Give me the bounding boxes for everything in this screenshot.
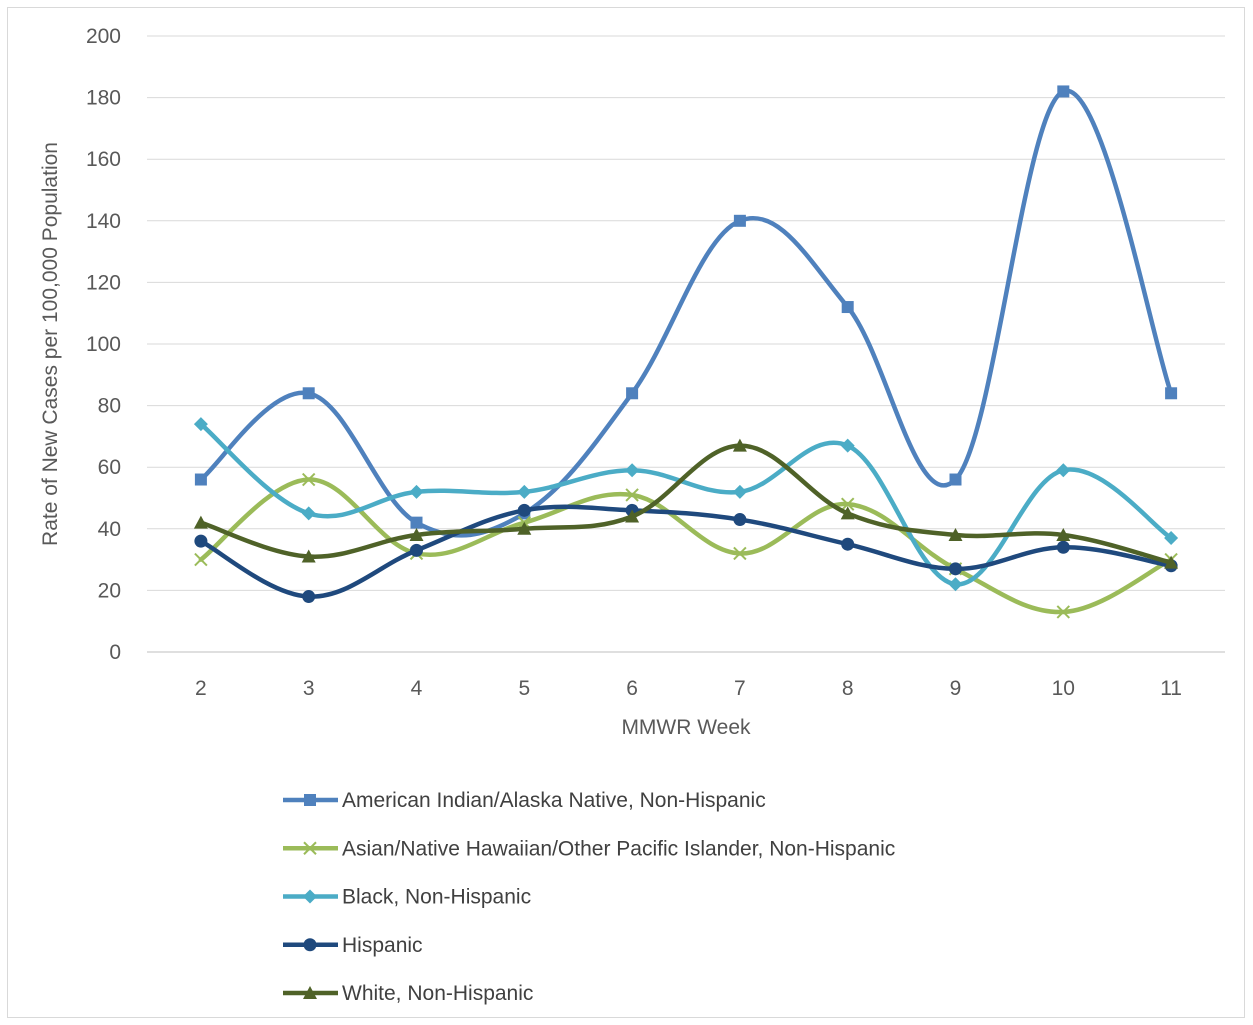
- x-tick-label: 10: [1052, 677, 1075, 700]
- data-point: [194, 473, 207, 486]
- x-tick-label: 9: [950, 677, 962, 700]
- x-tick-label: 8: [842, 677, 854, 700]
- y-tick-label: 80: [98, 395, 121, 418]
- legend-item: American Indian/Alaska Native, Non-Hispa…: [283, 789, 766, 812]
- legend-item: Asian/Native Hawaiian/Other Pacific Isla…: [283, 837, 895, 860]
- legend-label: Asian/Native Hawaiian/Other Pacific Isla…: [342, 837, 895, 860]
- x-axis-ticks: 2 3 4 5 6 7 8 9 10 11: [195, 677, 1182, 700]
- y-axis-title: Rate of New Cases per 100,000 Population: [39, 142, 62, 546]
- series-group: [194, 503, 1178, 604]
- legend-label: Hispanic: [342, 934, 423, 957]
- series-group: [194, 85, 1178, 538]
- legend-marker: [304, 794, 316, 806]
- data-point: [732, 438, 747, 452]
- y-tick-label: 100: [86, 333, 121, 356]
- data-point: [1056, 527, 1071, 541]
- data-point: [517, 503, 531, 517]
- data-point: [517, 484, 532, 499]
- y-tick-label: 140: [86, 210, 121, 233]
- x-tick-label: 2: [195, 677, 207, 700]
- y-tick-label: 120: [86, 271, 121, 294]
- data-point: [1165, 387, 1178, 400]
- data-point: [194, 552, 208, 567]
- legend-label: Black, Non-Hispanic: [342, 886, 531, 909]
- data-point: [301, 472, 316, 487]
- series-group: [194, 472, 1178, 619]
- y-tick-label: 0: [109, 641, 121, 664]
- data-point: [625, 509, 640, 523]
- data-point: [410, 516, 423, 529]
- series-line: [198, 504, 1174, 599]
- data-point: [517, 521, 532, 535]
- data-point: [194, 534, 208, 548]
- data-point: [193, 515, 208, 529]
- data-point: [733, 214, 746, 227]
- data-point: [841, 537, 855, 551]
- data-point: [733, 513, 747, 527]
- legend-label: American Indian/Alaska Native, Non-Hispa…: [342, 789, 766, 812]
- data-point: [1164, 531, 1179, 546]
- x-tick-label: 6: [626, 677, 638, 700]
- y-tick-label: 60: [98, 456, 121, 479]
- data-point: [840, 497, 855, 511]
- data-point: [301, 549, 316, 563]
- data-point: [410, 543, 423, 557]
- data-point: [626, 387, 639, 400]
- legend-marker: [303, 889, 317, 904]
- data-point: [949, 473, 962, 486]
- data-point: [733, 546, 747, 561]
- y-tick-label: 200: [86, 25, 121, 48]
- data-point: [625, 463, 640, 478]
- data-point: [193, 417, 208, 432]
- series-line: [198, 477, 1174, 615]
- legend-item: Hispanic: [283, 934, 423, 957]
- data-point: [1056, 540, 1070, 554]
- data-point: [1164, 555, 1179, 569]
- data-point: [302, 590, 316, 604]
- data-point: [840, 438, 855, 453]
- data-point: [409, 484, 424, 499]
- data-point: [302, 387, 315, 400]
- data-point: [625, 488, 639, 502]
- series-lines: [193, 85, 1179, 619]
- gridlines: [147, 35, 1225, 653]
- data-point: [948, 577, 963, 592]
- series-group: [193, 417, 1179, 592]
- x-tick-label: 7: [734, 677, 746, 700]
- y-axis-ticks: 0 20 40 60 80 100 120 140 160 180 200: [86, 25, 121, 664]
- data-point: [409, 527, 424, 541]
- legend-marker: [303, 938, 317, 952]
- x-tick-label: 11: [1160, 677, 1182, 700]
- series-line: [198, 421, 1174, 587]
- data-point: [732, 484, 747, 499]
- y-tick-label: 160: [86, 148, 121, 171]
- x-tick-label: 3: [303, 677, 315, 700]
- legend-label: White, Non-Hispanic: [342, 982, 533, 1005]
- data-point: [1056, 463, 1071, 478]
- series-group: [193, 438, 1179, 569]
- data-point: [948, 527, 963, 541]
- legend: American Indian/Alaska Native, Non-Hispa…: [283, 789, 895, 1005]
- data-point: [301, 506, 316, 521]
- x-tick-label: 5: [518, 677, 530, 700]
- series-line: [198, 443, 1174, 565]
- data-point: [949, 562, 962, 576]
- y-tick-label: 180: [86, 87, 121, 110]
- series-line: [198, 88, 1174, 538]
- legend-marker: [303, 841, 317, 855]
- y-tick-label: 40: [98, 518, 121, 541]
- legend-marker: [303, 986, 317, 999]
- data-point: [841, 301, 854, 314]
- data-point: [840, 506, 855, 520]
- y-tick-label: 20: [98, 579, 121, 602]
- x-axis-title: MMWR Week: [621, 716, 751, 739]
- data-point: [1056, 605, 1071, 619]
- legend-item: Black, Non-Hispanic: [283, 886, 531, 909]
- data-point: [1057, 85, 1070, 98]
- legend-item: White, Non-Hispanic: [283, 982, 533, 1005]
- x-tick-label: 4: [411, 677, 423, 700]
